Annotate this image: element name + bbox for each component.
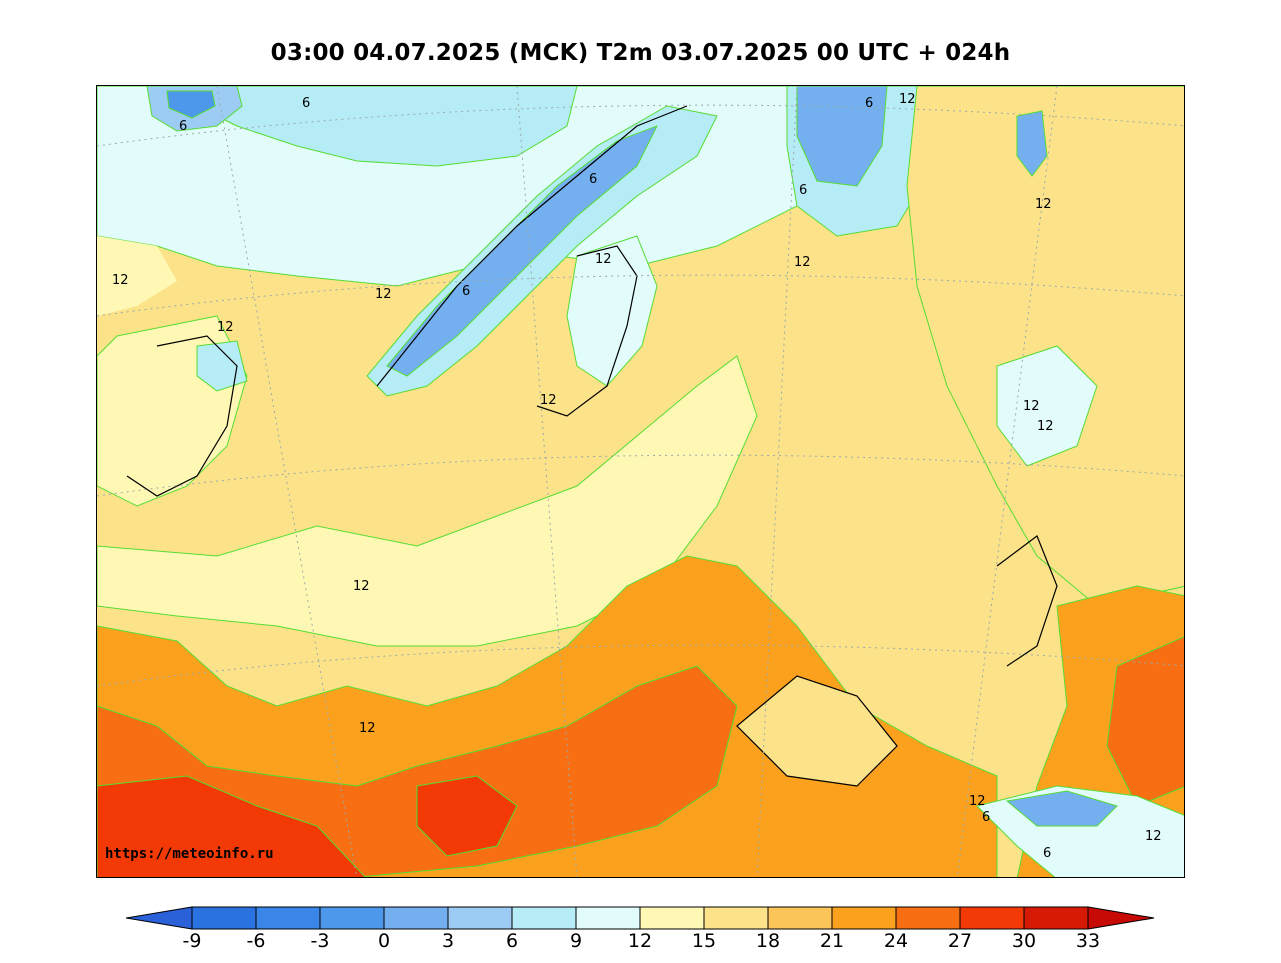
- contour-label: 12: [794, 255, 811, 270]
- contour-label: 12: [359, 721, 376, 736]
- contour-label: 6: [799, 183, 807, 198]
- colorbar-tick-labels: -9 -6 -3 0 3 6 9 12 15 18 21 24 27 30 33: [0, 930, 1281, 954]
- colorbar-cell: [383, 906, 449, 930]
- colorbar-cell: [639, 906, 705, 930]
- contour-label: 12: [1023, 399, 1040, 414]
- colorbar-cell: [895, 906, 961, 930]
- contour-label: 6: [302, 96, 310, 111]
- colorbar-tick-label: -9: [182, 930, 202, 952]
- colorbar-tick-label: -6: [246, 930, 266, 952]
- caucasus-cold-core: [1005, 790, 1118, 827]
- southwest-hottest-zone: [97, 775, 366, 877]
- colorbar-tick-label: 30: [1011, 930, 1037, 952]
- central-europe-mild: [97, 355, 758, 647]
- contour-label: 12: [1037, 419, 1054, 434]
- britain-coastline: [126, 335, 238, 497]
- temperature-map: 6 6 12 6 6 6 12 12 12 12 12 6 12 12 12 1…: [96, 85, 1185, 878]
- graticule: [97, 86, 1184, 877]
- colorbar-cell: [255, 906, 321, 930]
- contour-label: 6: [179, 119, 187, 134]
- contour-label: 12: [217, 320, 234, 335]
- contour-label: 6: [589, 172, 597, 187]
- contour-label: 12: [540, 393, 557, 408]
- colorbar-cell: [319, 906, 385, 930]
- contour-label: 12: [353, 579, 370, 594]
- source-watermark: https://meteoinfo.ru: [105, 846, 274, 862]
- colorbar-tick-label: 24: [883, 930, 909, 952]
- urals-cool-patch: [996, 345, 1098, 467]
- baltic-coastline: [536, 245, 638, 417]
- contour-label: 6: [982, 810, 990, 825]
- volga-outline: [996, 535, 1058, 667]
- colorbar-cell: [575, 906, 641, 930]
- colorbar-tick-label: 3: [441, 930, 455, 952]
- colorbar-tick-label: 6: [505, 930, 519, 952]
- contour-label: 6: [865, 96, 873, 111]
- colorbar-cell: [1023, 906, 1089, 930]
- map-title: 03:00 04.07.2025 (MCK) T2m 03.07.2025 00…: [270, 40, 1011, 66]
- colorbar-cell: [767, 906, 833, 930]
- colorbar-cell: [703, 906, 769, 930]
- east-warm-region: [906, 86, 1184, 607]
- contour-label: 12: [595, 252, 612, 267]
- contour-label: 6: [1043, 846, 1051, 861]
- contour-label: 12: [1145, 829, 1162, 844]
- colorbar-tick-label: 21: [819, 930, 845, 952]
- colorbar-tick-label: 15: [691, 930, 717, 952]
- colorbar-cell: [511, 906, 577, 930]
- colorbar-tick-label: 33: [1075, 930, 1101, 952]
- contour-label: 12: [112, 273, 129, 288]
- colorbar-cell: [831, 906, 897, 930]
- contour-label: 12: [375, 287, 392, 302]
- contour-label: 6: [462, 284, 470, 299]
- map-canvas: 6 6 12 6 6 6 12 12 12 12 12 6 12 12 12 1…: [97, 86, 1184, 877]
- black-sea-coast: [736, 675, 898, 787]
- colorbar-cell: [959, 906, 1025, 930]
- contour-label: 12: [899, 92, 916, 107]
- colorbar-tick-label: 0: [377, 930, 391, 952]
- colorbar-tick-label: 27: [947, 930, 973, 952]
- northern-urals-cold-spot: [1016, 110, 1048, 177]
- colorbar-cell: [447, 906, 513, 930]
- colorbar-tick-label: 18: [755, 930, 781, 952]
- colorbar-tick-label: -3: [310, 930, 330, 952]
- norway-coastline: [376, 105, 688, 387]
- north-atlantic-mild: [97, 236, 177, 316]
- colorbar: [126, 906, 1155, 930]
- arctic-cold-zone: [156, 86, 578, 167]
- balkan-hot-spot: [416, 775, 518, 857]
- colorbar-tick-label: 12: [627, 930, 653, 952]
- nw-cold-core: [166, 90, 216, 119]
- colorbar-high-arrow: [1087, 906, 1155, 930]
- contour-label: 12: [969, 794, 986, 809]
- contour-labels: 6 6 12 6 6 6 12 12 12 12 12 6 12 12 12 1…: [112, 92, 1162, 861]
- colorbar-low-arrow: [126, 906, 193, 930]
- colorbar-cells: [191, 906, 1089, 930]
- colorbar-cell: [191, 906, 257, 930]
- finland-cool-patch: [566, 235, 658, 387]
- southeast-hot-spot: [1106, 636, 1184, 807]
- colorbar-tick-label: 9: [569, 930, 583, 952]
- ne-cold-core: [796, 86, 888, 187]
- contour-label: 12: [1035, 197, 1052, 212]
